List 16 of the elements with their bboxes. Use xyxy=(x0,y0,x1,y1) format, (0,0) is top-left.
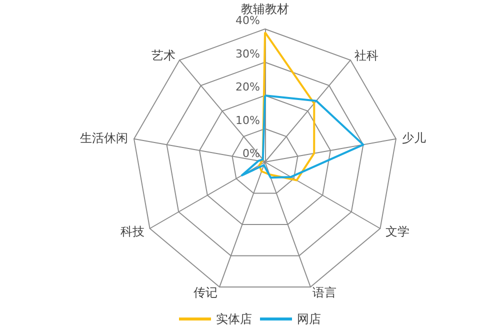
spoke-label: 科技 xyxy=(120,224,145,238)
spoke-label: 传记 xyxy=(193,286,218,300)
spoke-label: 少儿 xyxy=(402,130,426,145)
spoke-label: 语言 xyxy=(312,286,337,300)
y-tick-label: 30% xyxy=(236,47,260,60)
spoke-label: 社科 xyxy=(354,48,378,63)
legend-label: 实体店 xyxy=(216,312,252,326)
y-tick-label: 20% xyxy=(236,80,260,94)
spoke-label: 文学 xyxy=(385,224,410,238)
spoke-label: 教辅教材 xyxy=(241,2,289,16)
y-tick-label: 10% xyxy=(236,114,260,127)
y-tick-label: 40% xyxy=(236,14,260,27)
y-tick-label: 0% xyxy=(242,147,260,160)
spoke-label: 生活休闲 xyxy=(80,130,128,145)
spoke-label: 艺术 xyxy=(152,48,176,63)
legend-label: 网店 xyxy=(297,312,321,326)
